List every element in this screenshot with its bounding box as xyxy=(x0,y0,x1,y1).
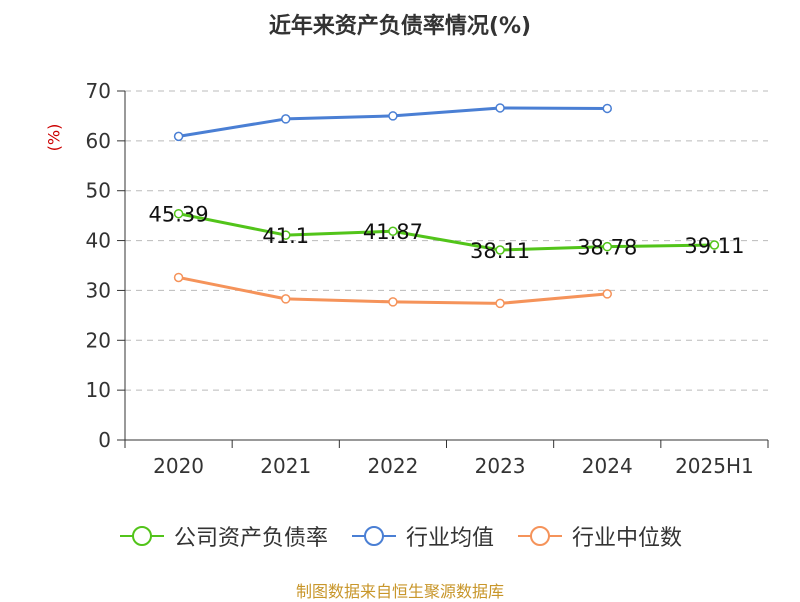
legend-line-marker-icon xyxy=(518,526,562,546)
data-point-1 xyxy=(173,131,184,142)
data-point-1 xyxy=(281,114,291,124)
data-point-0 xyxy=(602,241,612,252)
data-point-2 xyxy=(388,297,398,307)
data-point-1 xyxy=(388,111,398,121)
x-tick-label: 2022 xyxy=(367,454,418,478)
x-tick-label: 2023 xyxy=(475,454,526,478)
x-tick-label: 2021 xyxy=(260,454,311,478)
chart-title: 近年来资产负债率情况(%) xyxy=(268,14,532,39)
series-line-0 xyxy=(178,212,715,252)
legend-line-marker-icon xyxy=(119,526,164,546)
x-tick-label: 2024 xyxy=(582,454,633,478)
legend-label: 公司资产负债率 xyxy=(173,526,328,551)
y-tick-label: 70 xyxy=(86,79,111,103)
data-label: 41.1 xyxy=(262,224,309,248)
data-label: 38.78 xyxy=(577,236,637,260)
data-point-0 xyxy=(495,245,505,255)
data-point-2 xyxy=(602,289,612,299)
data-point-2 xyxy=(495,298,505,309)
data-label: 41.87 xyxy=(363,220,423,244)
data-point-1 xyxy=(495,103,505,113)
y-tick-label: 30 xyxy=(86,278,111,302)
data-point-1 xyxy=(602,103,612,114)
legend-label: 行业中位数 xyxy=(572,526,683,551)
legend-line-marker-icon xyxy=(351,526,396,546)
y-tick-label: 50 xyxy=(86,179,111,203)
legend-label: 行业均值 xyxy=(405,526,494,551)
data-label: 38.11 xyxy=(470,239,530,263)
y-tick-label: 40 xyxy=(86,229,111,253)
y-tick-label: 10 xyxy=(86,378,111,402)
data-source-note: 制图数据来自恒生聚源数据库 xyxy=(295,582,504,601)
y-tick-label: 60 xyxy=(86,129,111,153)
data-label: 39.11 xyxy=(684,234,744,258)
legend: 公司资产负债率 行业均值 行业中位数 xyxy=(0,520,800,552)
data-point-2 xyxy=(173,272,184,283)
data-point-0 xyxy=(281,230,291,240)
data-label: 45.39 xyxy=(149,203,209,227)
y-tick-label: 20 xyxy=(86,328,111,352)
y-tick-label: 0 xyxy=(98,428,111,452)
data-point-0 xyxy=(388,226,398,236)
data-point-0 xyxy=(173,208,184,219)
x-tick-label: 2025H1 xyxy=(675,454,754,478)
data-point-2 xyxy=(281,294,291,304)
legend-item-company[interactable]: 公司资产负债率 xyxy=(118,520,328,552)
legend-item-industry-median[interactable]: 行业中位数 xyxy=(516,520,682,552)
legend-item-industry-mean[interactable]: 行业均值 xyxy=(350,520,494,552)
x-tick-label: 2020 xyxy=(153,454,204,478)
data-point-0 xyxy=(709,240,720,250)
